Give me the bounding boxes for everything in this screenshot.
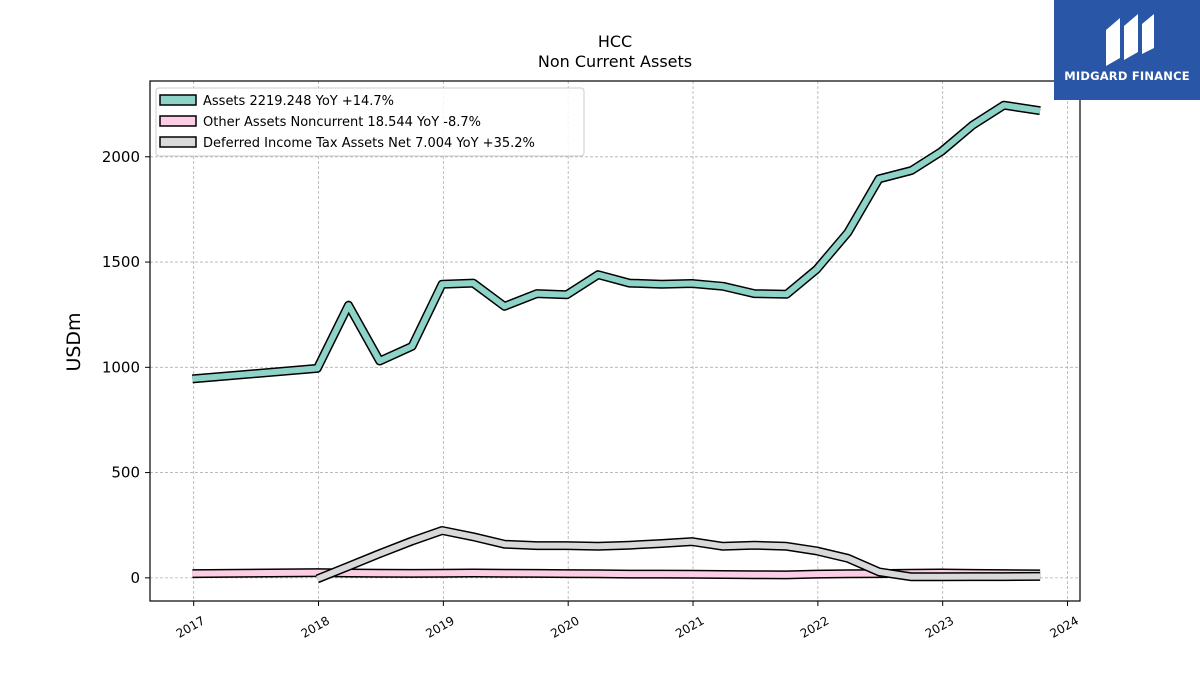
y-tick-label: 500 <box>111 464 140 482</box>
series-line <box>316 527 1041 582</box>
legend-label: Other Assets Noncurrent 18.544 YoY -8.7% <box>203 115 481 130</box>
series-line <box>192 102 1041 382</box>
legend-swatch <box>159 94 197 106</box>
midgard-logo-icon <box>1106 14 1154 66</box>
y-tick-label: 1000 <box>102 358 140 376</box>
x-tick-label: 2021 <box>673 613 706 640</box>
chart-subtitle: Non Current Assets <box>538 52 692 71</box>
legend-swatch <box>159 136 197 148</box>
x-tick-label: 2019 <box>423 613 456 640</box>
y-tick-label: 1500 <box>102 253 140 271</box>
legend-box <box>155 87 585 157</box>
legend-label: Deferred Income Tax Assets Net 7.004 YoY… <box>203 136 535 151</box>
plot-frame <box>149 80 1081 602</box>
x-tick-label: 2017 <box>174 613 207 640</box>
y-axis-label: USDm <box>63 312 85 371</box>
grid <box>150 81 1080 601</box>
x-tick-label: 2020 <box>548 613 581 640</box>
series-layer <box>192 100 1041 584</box>
legend-swatch <box>159 115 197 127</box>
x-tick-label: 2018 <box>299 613 332 640</box>
series-0 <box>192 100 1041 384</box>
y-tick-label: 0 <box>130 569 140 587</box>
x-tick-label: 2023 <box>923 613 956 640</box>
axes: 0 500 1000 1500 2000 2017 2018 2019 2020 2021 2022… <box>102 80 1081 641</box>
legend: Assets 2219.248 YoY +14.7% Other Assets N… <box>155 87 585 157</box>
y-tick-label: 2000 <box>102 148 140 166</box>
midgard-finance-logo: MIDGARD FINANCE <box>1054 0 1200 100</box>
legend-label: Assets 2219.248 YoY +14.7% <box>203 94 394 109</box>
logo-text: MIDGARD FINANCE <box>1064 69 1190 83</box>
chart-title: HCC <box>598 32 632 51</box>
x-tick-label: 2022 <box>798 613 831 640</box>
series-2 <box>315 526 1041 584</box>
x-tick-label: 2024 <box>1048 613 1081 640</box>
